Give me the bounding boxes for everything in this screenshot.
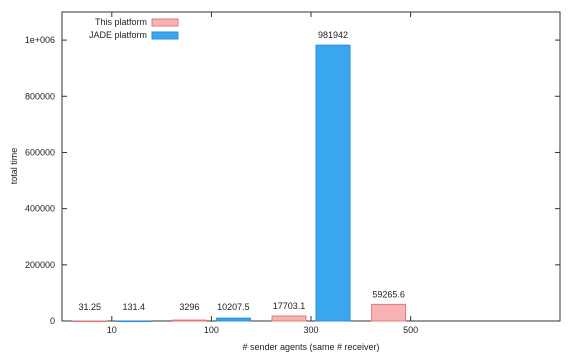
bar-jade-platform [315,44,351,322]
legend-swatch [151,31,179,40]
y-axis: 0 200000 400000 600000 800000 1e+006 [25,35,560,326]
bar-this-platform [72,320,108,323]
y-tick-label: 400000 [25,204,55,214]
plot-frame [61,11,561,322]
y-tick-label: 1e+006 [25,35,55,45]
x-tick-label: 10 [107,325,117,335]
bar-value-label: 17703.1 [273,301,306,311]
bar-value-label: 3296 [179,302,199,312]
bar-value-label: 981942 [318,30,348,40]
y-tick-label: 800000 [25,91,55,101]
bar-value-label: 131.4 [123,302,146,312]
x-tick-label: 500 [403,325,418,335]
x-tick-label: 100 [204,325,219,335]
bar-value-label: 10207.5 [217,302,250,312]
bar-labels: 31.25 3296 17703.1 59265.6 131.4 10207.5 98194… [79,30,405,312]
x-tick-label: 300 [303,325,318,335]
legend-label: This platform [95,17,147,27]
legend-label: JADE platform [89,30,147,40]
bar-value-label: 31.25 [79,302,102,312]
x-axis-label: # sender agents (same # receiver) [242,342,379,352]
bar-value-label: 59265.6 [372,289,405,299]
bar-this-platform [371,303,407,322]
bar-this-platform [171,319,207,322]
y-axis-label: total time [9,148,19,185]
bar-jade-platform [116,320,152,323]
y-tick-label: 600000 [25,147,55,157]
bar-jade-platform [215,317,251,322]
bars [72,44,407,323]
bar-this-platform [271,315,307,322]
x-axis: 10 100 300 500 [107,12,418,335]
y-tick-label: 0 [50,316,55,326]
y-tick-label: 200000 [25,260,55,270]
legend-swatch [151,18,179,27]
legend: This platform JADE platform [89,17,179,40]
